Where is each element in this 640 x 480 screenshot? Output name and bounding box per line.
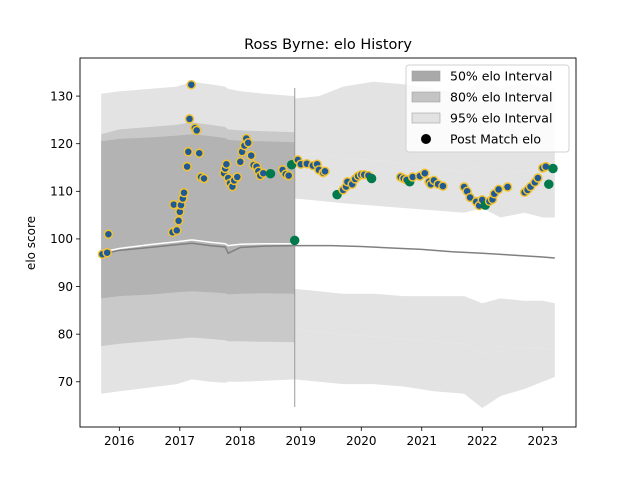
post-match-point: [246, 150, 256, 161]
post-match-point: [283, 170, 294, 181]
post-match-point: [194, 148, 204, 158]
x-tick-label: 2017: [165, 434, 196, 448]
y-tick-label: 100: [50, 232, 73, 246]
y-axis: 70 80 90 100 110 120 130: [50, 89, 80, 389]
post-match-point: [232, 172, 243, 182]
post-match-point: [265, 168, 276, 179]
x-tick-label: 2021: [406, 434, 437, 448]
post-match-point: [502, 182, 513, 192]
plot-frame: [79, 57, 577, 428]
x-axis: 2016 2017 2018 2019 2020 2021 2022 2023: [104, 427, 558, 448]
band-50: [101, 134, 295, 299]
legend-marker: [421, 134, 431, 144]
post-match-point: [191, 125, 202, 136]
x-tick-label: 2020: [346, 434, 377, 448]
y-tick-label: 110: [50, 185, 73, 199]
post-match-point: [332, 189, 342, 200]
legend-label: 80% elo Interval: [450, 90, 552, 105]
y-axis-label: elo score: [24, 216, 38, 270]
post-match-point: [366, 173, 377, 184]
x-tick-label: 2022: [467, 434, 498, 448]
trend-lines: [101, 239, 555, 259]
y-tick-label: 130: [50, 89, 73, 103]
median-elo-line: [101, 242, 555, 259]
post-match-point: [533, 173, 543, 183]
tail-band-95-lower: [294, 329, 555, 408]
post-match-point: [179, 187, 189, 198]
legend-label: Post Match elo: [450, 132, 541, 147]
post-match-points: [97, 79, 558, 259]
post-match-point: [544, 179, 554, 189]
legend-swatch: [411, 112, 441, 124]
y-tick-label: 80: [58, 327, 73, 341]
post-match-point: [102, 247, 112, 258]
post-match-point: [199, 173, 209, 184]
post-match-point: [184, 114, 195, 124]
mean-elo-line: [101, 239, 295, 254]
post-match-point: [173, 216, 184, 226]
legend: 50% elo Interval 80% elo Interval 95% elo …: [405, 64, 570, 153]
legend-swatch: [411, 70, 441, 82]
y-tick-label: 70: [58, 375, 73, 389]
legend-swatch: [411, 91, 441, 103]
y-tick-label: 90: [58, 280, 73, 294]
legend-box: [405, 64, 570, 153]
x-tick-label: 2023: [527, 434, 558, 448]
x-tick-label: 2016: [104, 434, 135, 448]
post-match-point: [182, 161, 192, 172]
post-match-point: [548, 163, 558, 174]
post-match-point: [235, 157, 246, 167]
post-match-point: [420, 168, 430, 178]
chart-title: Ross Byrne: elo History: [244, 37, 412, 53]
legend-label: 50% elo Interval: [450, 69, 552, 84]
post-match-point: [493, 184, 504, 195]
x-tick-label: 2019: [286, 434, 317, 448]
post-match-point: [320, 166, 330, 177]
post-match-point: [103, 229, 114, 239]
tail-band-80-lower: [294, 288, 555, 354]
post-match-point: [186, 79, 197, 90]
post-match-point: [221, 159, 232, 169]
post-match-point: [172, 225, 182, 236]
post-match-point: [289, 235, 300, 246]
y-tick-label: 120: [50, 137, 73, 151]
x-tick-label: 2018: [225, 434, 256, 448]
post-match-point: [243, 138, 253, 148]
legend-label: 95% elo Interval: [450, 111, 552, 126]
post-match-point: [183, 147, 194, 157]
post-match-point: [438, 181, 448, 191]
post-match-point: [286, 159, 297, 170]
